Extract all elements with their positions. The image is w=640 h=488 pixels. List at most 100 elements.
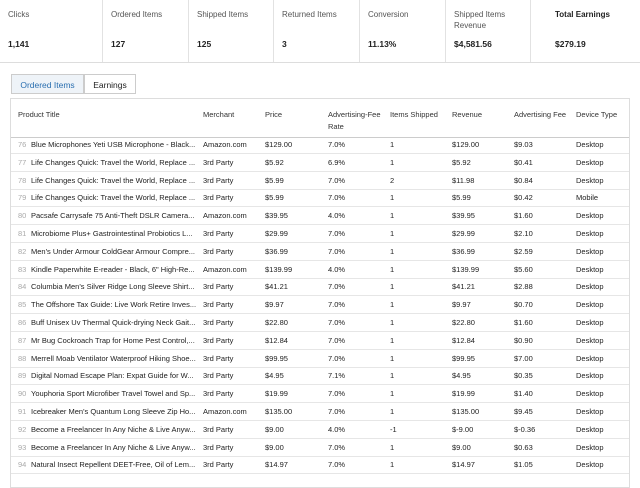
table-cell: $9.45: [514, 407, 533, 416]
table-cell: $29.99: [265, 229, 288, 238]
table-cell: 4.0%: [328, 424, 346, 434]
table-cell: 1: [390, 460, 395, 470]
summary-value: 125: [197, 39, 212, 49]
summary-value: 1,141: [8, 39, 30, 49]
table-cell: $39.95: [452, 211, 475, 221]
product-title[interactable]: Icebreaker Men's Quantum Long Sleeve Zip…: [31, 407, 196, 416]
product-title[interactable]: Merrell Moab Ventilator Waterproof Hikin…: [31, 353, 196, 363]
product-title[interactable]: Life Changes Quick: Travel the World, Re…: [31, 175, 196, 185]
table-cell: 1: [390, 300, 395, 310]
table-cell: 7.0%: [328, 282, 346, 292]
table-cell: 7.0%: [328, 300, 346, 310]
table-cell: 1: [390, 157, 395, 167]
table-cell: $5.99: [265, 193, 284, 203]
table-cell: Desktop: [576, 460, 604, 470]
table-cell: $135.00: [452, 407, 480, 416]
product-title[interactable]: Kindle Paperwhite E-reader - Black, 6" H…: [31, 264, 195, 274]
table-cell: Amazon.com: [203, 407, 247, 416]
summary-cell: Shipped Items 125: [189, 0, 274, 62]
product-title[interactable]: Mr Bug Cockroach Trap for Home Pest Cont…: [31, 335, 195, 345]
product-title[interactable]: The Offshore Tax Guide: Live Work Retire…: [31, 300, 196, 310]
table-cell: Amazon.com: [203, 264, 247, 274]
row-number: 77: [18, 157, 27, 167]
table-cell: $-0.36: [514, 424, 536, 434]
product-title[interactable]: Natural Insect Repellent DEET-Free, Oil …: [31, 460, 196, 470]
table-row: 85 The Offshore Tax Guide: Live Work Reti…: [11, 296, 629, 315]
table-cell: 7.0%: [328, 193, 346, 203]
table-cell: 1: [390, 407, 395, 416]
table-cell: 1: [390, 353, 395, 363]
product-title[interactable]: Life Changes Quick: Travel the World, Re…: [31, 157, 196, 167]
table-cell: Desktop: [576, 407, 604, 416]
table-row: 83 Kindle Paperwhite E-reader - Black, 6"…: [11, 261, 629, 279]
table-cell: 6.9%: [328, 157, 346, 167]
product-title[interactable]: Men's Under Armour ColdGear Armour Compr…: [31, 246, 195, 256]
product-title[interactable]: Become a Freelancer In Any Niche & Live …: [31, 424, 196, 434]
product-title[interactable]: Become a Freelancer In Any Niche & Live …: [31, 442, 196, 452]
table-cell: Desktop: [576, 371, 604, 381]
table-cell: 7.0%: [328, 335, 346, 345]
product-title[interactable]: Youphoria Sport Microfiber Travel Towel …: [31, 389, 196, 399]
row-number: 80: [18, 211, 27, 221]
row-number: 93: [18, 442, 27, 452]
summary-value: 3: [282, 39, 287, 49]
table-cell: 7.0%: [328, 175, 346, 185]
table-cell: Desktop: [576, 157, 604, 167]
summary-value: $4,581.56: [454, 39, 492, 49]
table-cell: 1: [390, 246, 395, 256]
tab[interactable]: Ordered Items: [11, 74, 84, 94]
summary-label: Total Earnings: [555, 10, 610, 19]
table-row: 90 Youphoria Sport Microfiber Travel Towe…: [11, 385, 629, 404]
table-cell: 7.0%: [328, 318, 346, 327]
product-title[interactable]: Life Changes Quick: Travel the World, Re…: [31, 193, 196, 203]
table-cell: Desktop: [576, 335, 604, 345]
summary-cell: Clicks 1,141: [0, 0, 103, 62]
table-cell: $29.99: [452, 229, 475, 238]
table-cell: 3rd Party: [203, 300, 234, 310]
table-cell: $14.97: [452, 460, 475, 470]
table-cell: $5.99: [265, 175, 284, 185]
table-cell: Desktop: [576, 140, 604, 149]
table-cell: $36.99: [265, 246, 288, 256]
table-row: 94 Natural Insect Repellent DEET-Free, Oi…: [11, 456, 629, 475]
table-cell: $1.05: [514, 460, 533, 470]
product-title[interactable]: Buff Unisex Uv Thermal Quick-drying Neck…: [31, 318, 196, 327]
table-cell: $1.60: [514, 318, 533, 327]
row-number: 94: [18, 460, 27, 470]
table-cell: 3rd Party: [203, 371, 234, 381]
table-cell: $19.99: [265, 389, 288, 399]
table-cell: $0.42: [514, 193, 533, 203]
summary-value: 11.13%: [368, 39, 397, 49]
column-header: Advertising Fee: [514, 110, 567, 119]
table-cell: 2: [390, 175, 395, 185]
table-cell: $99.95: [265, 353, 288, 363]
summary-label: Shipped Items Revenue: [454, 10, 506, 30]
table-cell: $12.84: [265, 335, 288, 345]
row-number: 90: [18, 389, 27, 399]
product-title[interactable]: Pacsafe Carrysafe 75 Anti-Theft DSLR Cam…: [31, 211, 195, 221]
table-cell: $9.00: [265, 442, 284, 452]
table-cell: $12.84: [452, 335, 475, 345]
product-title[interactable]: Blue Microphones Yeti USB Microphone - B…: [31, 140, 196, 149]
product-title[interactable]: Microbiome Plus+ Gastrointestinal Probio…: [31, 229, 193, 238]
tab[interactable]: Earnings: [84, 74, 136, 94]
table-cell: $4.95: [265, 371, 284, 381]
row-number: 81: [18, 229, 27, 238]
table-cell: 1: [390, 140, 395, 149]
table-cell: 1: [390, 229, 395, 238]
table-cell: $9.97: [265, 300, 284, 310]
table-row: 77 Life Changes Quick: Travel the World, …: [11, 154, 629, 172]
orders-table: Product Title Merchant Price Advertising-Fe…: [10, 98, 630, 488]
table-cell: $22.80: [265, 318, 288, 327]
table-cell: $0.90: [514, 335, 533, 345]
column-header: Advertising-Fee Rate: [328, 110, 381, 131]
table-row: 88 Merrell Moab Ventilator Waterproof Hik…: [11, 350, 629, 368]
summary-cell: Ordered Items 127: [103, 0, 189, 62]
table-cell: 1: [390, 193, 395, 203]
product-title[interactable]: Columbia Men's Silver Ridge Long Sleeve …: [31, 282, 195, 292]
table-cell: $0.35: [514, 371, 533, 381]
table-row: 81 Microbiome Plus+ Gastrointestinal Prob…: [11, 225, 629, 243]
table-cell: $41.21: [265, 282, 288, 292]
table-cell: $139.99: [265, 264, 293, 274]
product-title[interactable]: Digital Nomad Escape Plan: Expat Guide f…: [31, 371, 194, 381]
